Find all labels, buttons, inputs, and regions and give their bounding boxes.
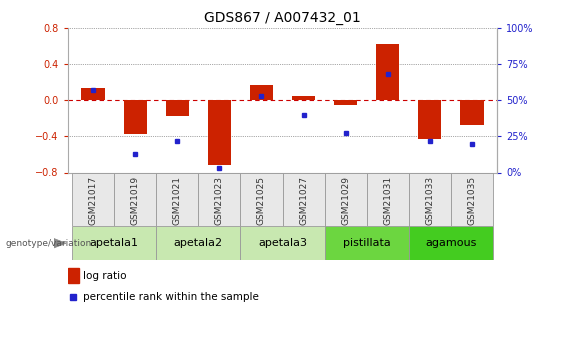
- Text: GSM21029: GSM21029: [341, 176, 350, 225]
- Bar: [156, 172, 198, 226]
- Bar: [240, 172, 282, 226]
- Text: apetala1: apetala1: [90, 238, 138, 248]
- Text: GSM21019: GSM21019: [131, 176, 140, 225]
- Bar: [72, 172, 114, 226]
- Text: apetala2: apetala2: [174, 238, 223, 248]
- Bar: [292, 96, 315, 100]
- Text: agamous: agamous: [425, 238, 477, 248]
- Bar: [81, 88, 105, 100]
- Text: pistillata: pistillata: [343, 238, 390, 248]
- Text: GSM21017: GSM21017: [89, 176, 98, 225]
- Bar: [409, 172, 451, 226]
- Text: GSM21031: GSM21031: [383, 176, 392, 225]
- Bar: [166, 100, 189, 116]
- Bar: [334, 100, 357, 106]
- Bar: [282, 172, 325, 226]
- Text: apetala3: apetala3: [258, 238, 307, 248]
- Polygon shape: [54, 238, 66, 248]
- Text: genotype/variation: genotype/variation: [6, 239, 92, 248]
- Bar: [250, 85, 273, 100]
- Bar: [460, 100, 484, 125]
- Text: GSM21027: GSM21027: [299, 176, 308, 225]
- Text: GSM21023: GSM21023: [215, 176, 224, 225]
- Bar: [451, 172, 493, 226]
- Title: GDS867 / A007432_01: GDS867 / A007432_01: [204, 11, 361, 25]
- Bar: [68, 268, 79, 283]
- Bar: [124, 100, 147, 135]
- Bar: [72, 226, 156, 260]
- Bar: [325, 172, 367, 226]
- Bar: [418, 100, 441, 139]
- Bar: [208, 100, 231, 165]
- Text: GSM21033: GSM21033: [425, 176, 434, 225]
- Bar: [325, 226, 409, 260]
- Text: GSM21035: GSM21035: [467, 176, 476, 225]
- Bar: [367, 172, 409, 226]
- Text: log ratio: log ratio: [83, 270, 127, 280]
- Text: percentile rank within the sample: percentile rank within the sample: [83, 292, 259, 302]
- Bar: [156, 226, 240, 260]
- Bar: [409, 226, 493, 260]
- Bar: [114, 172, 156, 226]
- Text: GSM21021: GSM21021: [173, 176, 182, 225]
- Bar: [198, 172, 240, 226]
- Text: GSM21025: GSM21025: [257, 176, 266, 225]
- Bar: [240, 226, 325, 260]
- Bar: [376, 44, 399, 100]
